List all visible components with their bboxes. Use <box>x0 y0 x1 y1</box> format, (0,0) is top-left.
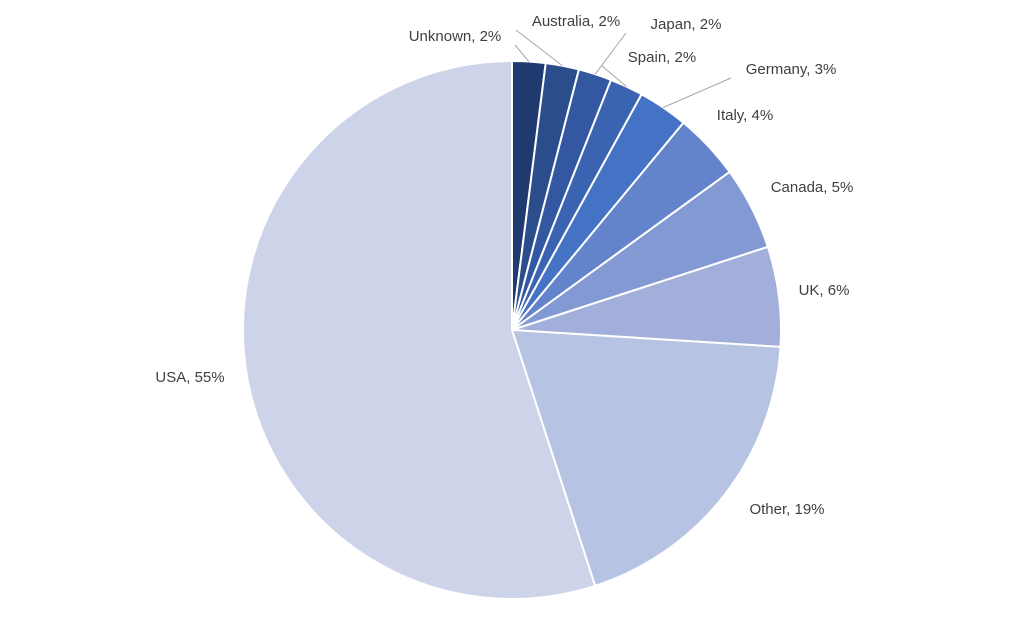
leader-line <box>514 44 530 62</box>
data-label: Australia, 2% <box>532 13 620 30</box>
data-label: Unknown, 2% <box>409 28 502 45</box>
data-label: Canada, 5% <box>771 179 854 196</box>
leader-line <box>515 29 563 67</box>
pie-slice <box>242 59 597 600</box>
data-label: Germany, 3% <box>746 61 837 78</box>
data-label: Japan, 2% <box>651 16 722 33</box>
leader-line <box>663 77 732 108</box>
data-label: Spain, 2% <box>628 49 696 66</box>
data-label: UK, 6% <box>799 282 850 299</box>
data-label: Italy, 4% <box>717 107 773 124</box>
pie-slice <box>510 328 782 588</box>
data-label: Other, 19% <box>749 501 824 518</box>
data-label: USA, 55% <box>155 369 224 386</box>
leader-line <box>601 65 627 87</box>
leader-line <box>594 32 627 75</box>
